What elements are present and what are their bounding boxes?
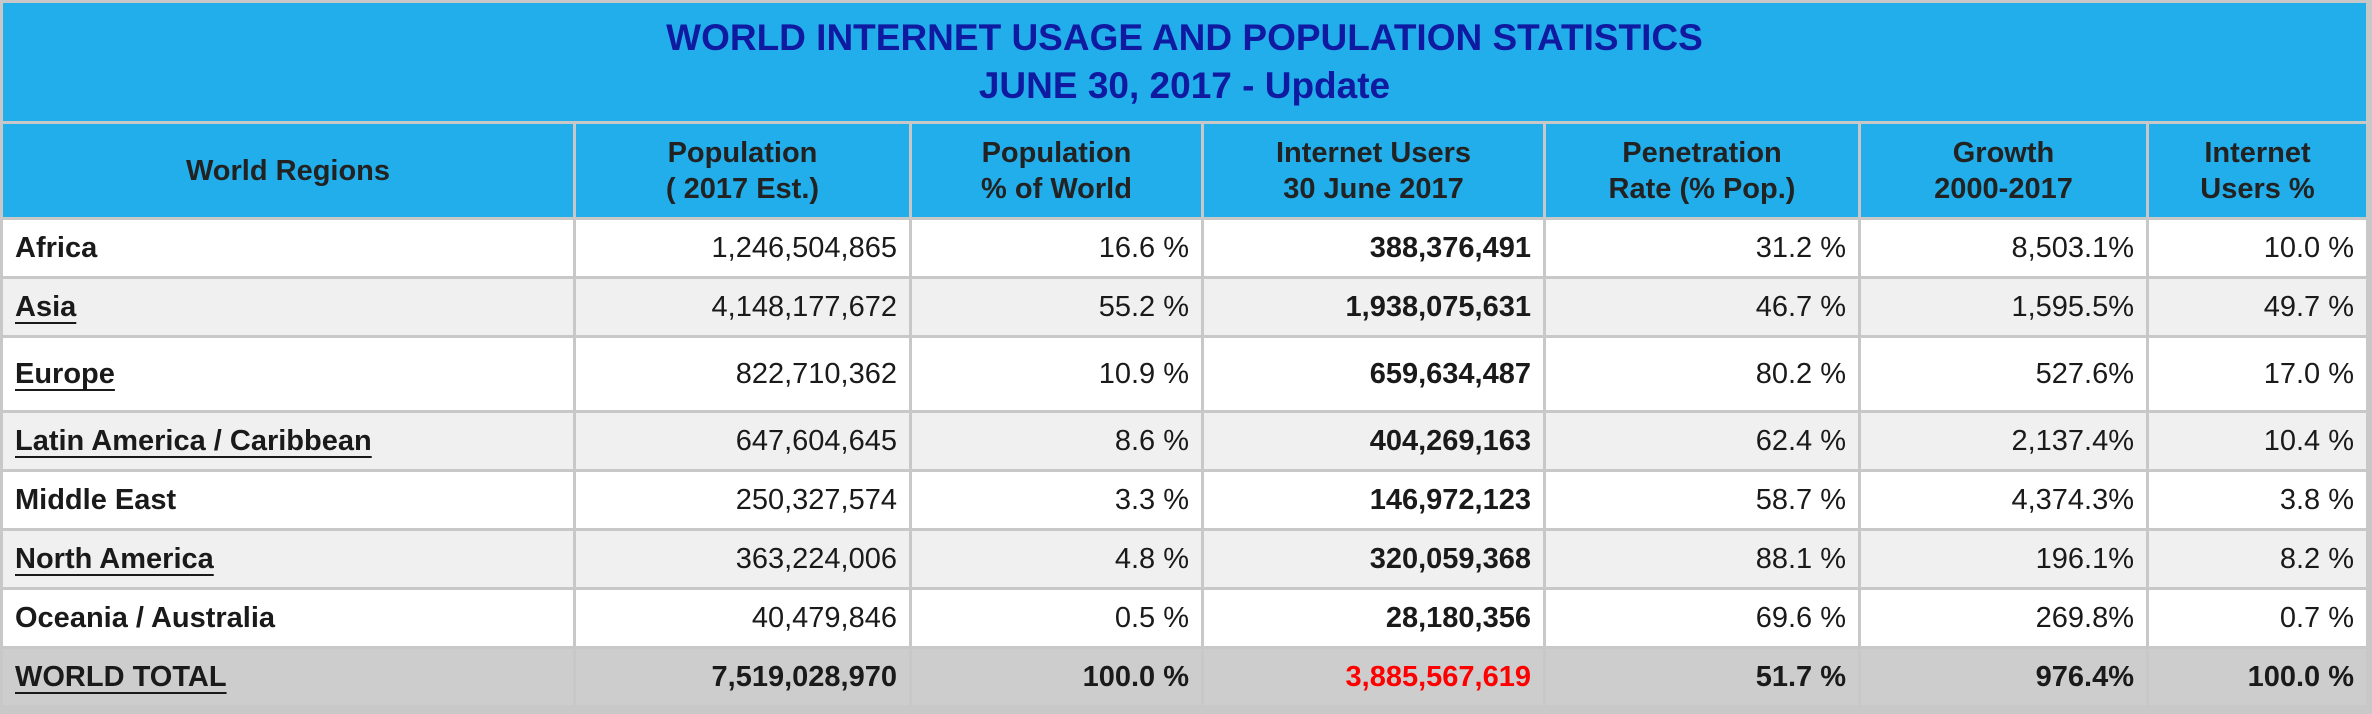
internet-users-cell: 388,376,491 <box>1204 220 1543 277</box>
region-name: Europe <box>3 337 573 411</box>
pct-world-cell: 55.2 % <box>912 279 1201 335</box>
column-header-internet-users: Internet Users 30 June 2017 <box>1204 124 1543 218</box>
users-pct-cell: 49.7 % <box>2149 279 2366 335</box>
growth-cell: 1,595.5% <box>1861 279 2146 335</box>
penetration-cell: 31.2 % <box>1546 220 1858 277</box>
world-total-link[interactable]: WORLD TOTAL <box>15 660 227 693</box>
header-text: World Regions <box>185 154 391 187</box>
header-text: ( 2017 Est.) <box>665 172 820 205</box>
header-text: Growth <box>1952 136 2055 169</box>
column-header-pct-world: Population % of World <box>912 124 1201 218</box>
region-name: WORLD TOTAL <box>3 649 573 705</box>
region-link-latin-america[interactable]: Latin America / Caribbean <box>15 424 372 457</box>
table-row: North America 363,224,006 4.8 % 320,059,… <box>3 531 2366 588</box>
growth-cell: 269.8% <box>1861 590 2146 646</box>
growth-cell: 4,374.3% <box>1861 472 2146 529</box>
users-pct-cell: 8.2 % <box>2149 531 2366 588</box>
region-label: Africa <box>15 231 98 264</box>
table-row: Oceania / Australia 40,479,846 0.5 % 28,… <box>3 590 2366 646</box>
total-penetration-cell: 51.7 % <box>1546 649 1858 705</box>
internet-users-cell: 146,972,123 <box>1204 472 1543 529</box>
title-line-1: WORLD INTERNET USAGE AND POPULATION STAT… <box>666 17 1703 58</box>
penetration-cell: 58.7 % <box>1546 472 1858 529</box>
users-pct-cell: 17.0 % <box>2149 337 2366 411</box>
header-text: Population <box>981 136 1132 169</box>
total-users-pct-cell: 100.0 % <box>2149 649 2366 705</box>
region-name: Latin America / Caribbean <box>3 413 573 470</box>
population-cell: 1,246,504,865 <box>576 220 909 277</box>
header-text: Internet Users <box>1275 136 1471 169</box>
header-text: Penetration <box>1622 136 1782 169</box>
penetration-cell: 80.2 % <box>1546 337 1858 411</box>
internet-users-cell: 320,059,368 <box>1204 531 1543 588</box>
users-pct-cell: 10.0 % <box>2149 220 2366 277</box>
header-text: Rate (% Pop.) <box>1608 172 1796 205</box>
world-total-row: WORLD TOTAL 7,519,028,970 100.0 % 3,885,… <box>3 649 2366 705</box>
users-pct-cell: 10.4 % <box>2149 413 2366 470</box>
pct-world-cell: 4.8 % <box>912 531 1201 588</box>
penetration-cell: 69.6 % <box>1546 590 1858 646</box>
column-header-growth: Growth 2000-2017 <box>1861 124 2146 218</box>
header-row: World Regions Population ( 2017 Est.) Po… <box>3 124 2366 218</box>
pct-world-cell: 10.9 % <box>912 337 1201 411</box>
region-name: North America <box>3 531 573 588</box>
header-text: Users % <box>2200 172 2315 205</box>
header-text: Internet <box>2204 136 2311 169</box>
users-pct-cell: 3.8 % <box>2149 472 2366 529</box>
pct-world-cell: 0.5 % <box>912 590 1201 646</box>
penetration-cell: 88.1 % <box>1546 531 1858 588</box>
penetration-cell: 46.7 % <box>1546 279 1858 335</box>
title-line-2: JUNE 30, 2017 - Update <box>978 65 1391 106</box>
region-link-north-america[interactable]: North America <box>15 542 214 575</box>
pct-world-cell: 16.6 % <box>912 220 1201 277</box>
header-text: 30 June 2017 <box>1283 172 1464 205</box>
population-cell: 647,604,645 <box>576 413 909 470</box>
internet-users-cell: 659,634,487 <box>1204 337 1543 411</box>
internet-users-cell: 28,180,356 <box>1204 590 1543 646</box>
growth-cell: 8,503.1% <box>1861 220 2146 277</box>
table-row: Middle East 250,327,574 3.3 % 146,972,12… <box>3 472 2366 529</box>
growth-cell: 196.1% <box>1861 531 2146 588</box>
penetration-cell: 62.4 % <box>1546 413 1858 470</box>
header-text: % of World <box>981 172 1132 205</box>
table-title: WORLD INTERNET USAGE AND POPULATION STAT… <box>3 3 2366 122</box>
population-cell: 822,710,362 <box>576 337 909 411</box>
column-header-users-pct: Internet Users % <box>2149 124 2366 218</box>
total-growth-cell: 976.4% <box>1861 649 2146 705</box>
region-name: Africa <box>3 220 573 277</box>
population-cell: 363,224,006 <box>576 531 909 588</box>
population-cell: 40,479,846 <box>576 590 909 646</box>
table-row: Europe 822,710,362 10.9 % 659,634,487 80… <box>3 337 2366 411</box>
region-link-asia[interactable]: Asia <box>15 290 77 323</box>
total-pct-world-cell: 100.0 % <box>912 649 1201 705</box>
internet-users-cell: 404,269,163 <box>1204 413 1543 470</box>
pct-world-cell: 8.6 % <box>912 413 1201 470</box>
region-name: Oceania / Australia <box>3 590 573 646</box>
population-cell: 4,148,177,672 <box>576 279 909 335</box>
region-label: Oceania / Australia <box>15 601 276 634</box>
column-header-penetration: Penetration Rate (% Pop.) <box>1546 124 1858 218</box>
table-row: Latin America / Caribbean 647,604,645 8.… <box>3 413 2366 470</box>
users-pct-cell: 0.7 % <box>2149 590 2366 646</box>
table-row: Africa 1,246,504,865 16.6 % 388,376,491 … <box>3 220 2366 277</box>
region-link-europe[interactable]: Europe <box>15 357 115 390</box>
growth-cell: 527.6% <box>1861 337 2146 411</box>
growth-cell: 2,137.4% <box>1861 413 2146 470</box>
column-header-regions: World Regions <box>3 124 573 218</box>
header-text: Population <box>667 136 818 169</box>
region-name: Middle East <box>3 472 573 529</box>
column-header-population: Population ( 2017 Est.) <box>576 124 909 218</box>
total-population-cell: 7,519,028,970 <box>576 649 909 705</box>
region-name: Asia <box>3 279 573 335</box>
header-text: 2000-2017 <box>1934 172 2073 205</box>
table-row: Asia 4,148,177,672 55.2 % 1,938,075,631 … <box>3 279 2366 335</box>
total-internet-users-cell: 3,885,567,619 <box>1204 649 1543 705</box>
internet-users-cell: 1,938,075,631 <box>1204 279 1543 335</box>
population-cell: 250,327,574 <box>576 472 909 529</box>
region-label: Middle East <box>15 483 177 516</box>
pct-world-cell: 3.3 % <box>912 472 1201 529</box>
